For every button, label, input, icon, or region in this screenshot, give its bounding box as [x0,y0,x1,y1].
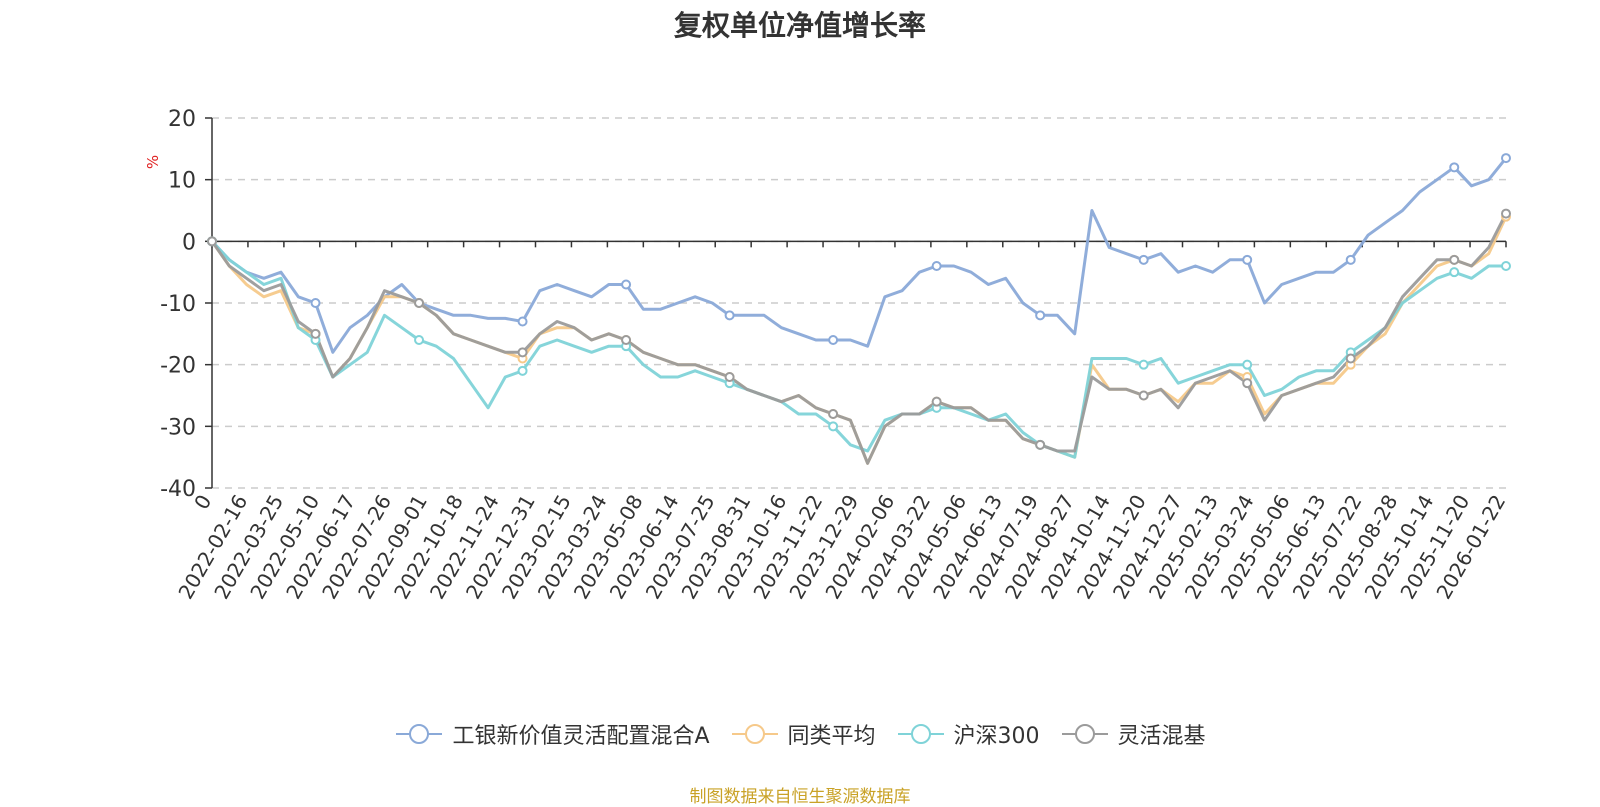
data-point [414,335,425,345]
data-point [931,396,942,407]
data-point [1035,310,1046,321]
data-point [517,347,528,358]
series-line-0 [210,157,1508,354]
grid-lines [212,117,1506,489]
legend-swatch-icon [396,724,443,744]
data-point [1242,359,1253,370]
data-point [828,335,839,345]
line-chart: 20100-10-20-30-4002022-02-162022-03-2520… [144,107,1511,603]
legend-label: 沪深300 [953,724,1040,749]
legend-label: 工银新价值灵活配置混合A [452,724,710,749]
series-markers [207,153,1511,450]
x-tick-label: 0 [189,491,216,514]
data-point [1138,359,1149,370]
legend-swatch-icon [1061,724,1108,744]
y-axis-unit-label: % [144,155,162,169]
data-point [724,372,735,382]
y-tick-label: 10 [168,169,196,194]
data-point [1449,162,1460,173]
data-point [1345,254,1356,265]
data-point [1501,208,1511,219]
data-point [310,328,321,339]
legend-item[interactable]: 同类平均 [730,718,876,750]
series-line-3 [210,212,1508,465]
y-tick-label: -30 [160,415,196,440]
y-tick-label: -20 [160,354,196,379]
data-point [724,310,735,321]
data-point [1501,261,1511,271]
y-tick-label: 0 [182,230,196,255]
series-line-1 [210,216,1508,465]
series-lines [210,157,1508,465]
y-tick-label: -40 [160,477,196,502]
data-point [1501,153,1511,164]
data-point [1138,390,1149,401]
legend-item[interactable]: 工银新价值灵活配置混合A [394,718,710,750]
data-point [828,409,839,419]
data-point [517,316,528,327]
legend: 工银新价值灵活配置混合A 同类平均 沪深300 灵活混基 [0,718,1600,750]
data-point [517,365,528,376]
data-point [414,298,425,308]
legend-swatch-icon [897,724,944,744]
data-point [1035,439,1046,450]
chart-title: 复权单位净值增长率 [673,9,926,42]
data-point [1242,254,1253,265]
legend-label: 灵活混基 [1117,724,1206,749]
data-point [621,279,632,290]
data-point [1242,378,1253,389]
data-point [310,298,321,308]
data-point [1138,254,1149,265]
legend-swatch-icon [731,724,778,744]
legend-label: 同类平均 [787,724,876,749]
series-line-2 [210,240,1506,459]
y-tick-label: -10 [160,292,196,317]
data-point [931,261,942,271]
y-tick-label: 20 [168,107,196,132]
data-point [207,236,217,247]
legend-item[interactable]: 沪深300 [896,718,1040,750]
data-point [1449,267,1460,278]
legend-item[interactable]: 灵活混基 [1060,718,1206,750]
data-point [828,421,839,432]
data-point [621,335,632,345]
data-point [1449,254,1460,265]
data-point [1345,353,1356,364]
source-note: 制图数据来自恒生聚源数据库 [689,787,911,807]
